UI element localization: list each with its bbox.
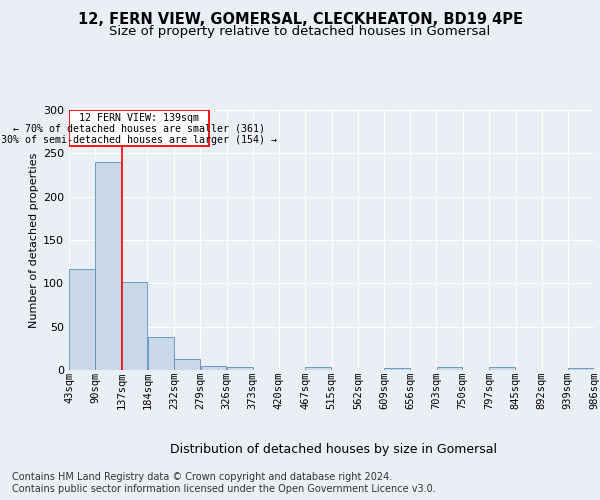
Bar: [568, 368, 594, 370]
FancyBboxPatch shape: [69, 110, 209, 146]
Text: 12 FERN VIEW: 139sqm: 12 FERN VIEW: 139sqm: [79, 114, 199, 124]
Bar: [95, 162, 121, 370]
Bar: [305, 366, 331, 370]
Text: Size of property relative to detached houses in Gomersal: Size of property relative to detached ho…: [109, 25, 491, 38]
Bar: [148, 337, 173, 370]
Bar: [175, 358, 200, 370]
Text: Contains public sector information licensed under the Open Government Licence v3: Contains public sector information licen…: [12, 484, 436, 494]
Text: 12, FERN VIEW, GOMERSAL, CLECKHEATON, BD19 4PE: 12, FERN VIEW, GOMERSAL, CLECKHEATON, BD…: [77, 12, 523, 28]
Bar: [121, 282, 148, 370]
Text: Distribution of detached houses by size in Gomersal: Distribution of detached houses by size …: [170, 442, 497, 456]
Text: Contains HM Land Registry data © Crown copyright and database right 2024.: Contains HM Land Registry data © Crown c…: [12, 472, 392, 482]
Bar: [437, 368, 463, 370]
Y-axis label: Number of detached properties: Number of detached properties: [29, 152, 39, 328]
Bar: [227, 366, 253, 370]
Bar: [384, 368, 410, 370]
Bar: [69, 270, 95, 370]
Text: ← 70% of detached houses are smaller (361): ← 70% of detached houses are smaller (36…: [13, 124, 265, 134]
Text: 30% of semi-detached houses are larger (154) →: 30% of semi-detached houses are larger (…: [1, 135, 277, 145]
Bar: [489, 368, 515, 370]
Bar: [200, 366, 226, 370]
